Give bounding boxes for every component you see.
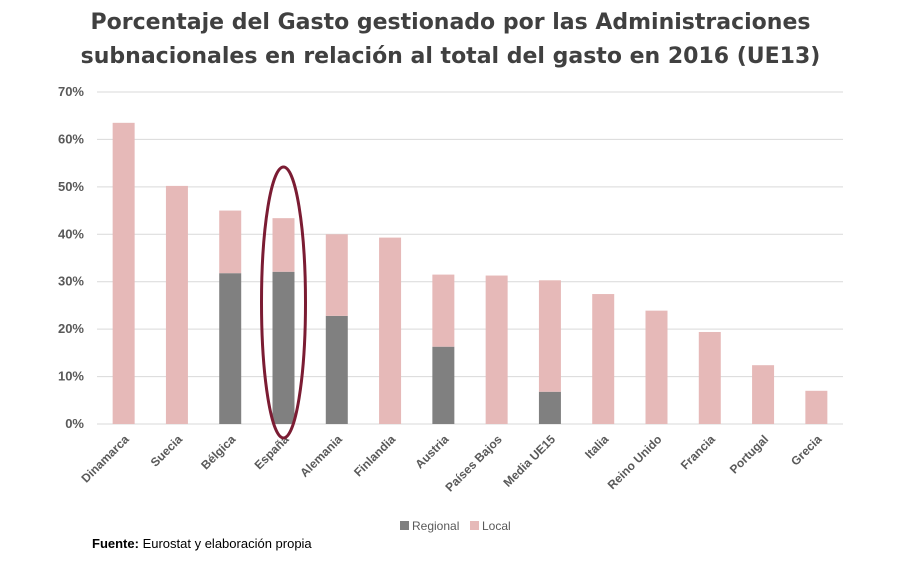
y-tick-label: 0% (65, 416, 84, 431)
legend-label-local: Local (482, 519, 511, 533)
y-tick-label: 50% (58, 179, 84, 194)
x-tick-label: Dinamarca (78, 432, 132, 486)
bar-regional-2 (219, 273, 242, 424)
y-axis-ticks: 0% 10% 20% 30% 40% 50% 60% 70% (58, 84, 84, 431)
y-tick-label: 40% (58, 226, 84, 241)
x-tick-label: Finlandia (351, 432, 398, 479)
y-tick-label: 20% (58, 321, 84, 336)
bar-local-5 (379, 237, 402, 424)
bar-local-13 (805, 390, 828, 424)
legend-label-regional: Regional (412, 519, 459, 533)
x-tick-label: Suecia (148, 432, 185, 469)
highlight-ellipse (260, 165, 307, 440)
legend: Regional Local (400, 519, 511, 533)
bar-regional-3 (272, 271, 295, 424)
bars (112, 122, 828, 424)
chart-title-line-1: Porcentaje del Gasto gestionado por las … (90, 10, 811, 35)
source-text: Eurostat y elaboración propia (138, 536, 312, 551)
bar-local-10 (645, 310, 668, 424)
bar-local-12 (752, 365, 775, 424)
bar-local-4 (325, 234, 348, 316)
bar-regional-8 (538, 391, 561, 424)
highlight (260, 165, 307, 440)
x-tick-label: Italia (582, 432, 611, 461)
bar-local-3 (272, 218, 295, 272)
gridlines (97, 91, 843, 425)
y-tick-label: 10% (58, 369, 84, 384)
bar-local-2 (219, 210, 242, 274)
source-note: Fuente: Eurostat y elaboración propia (92, 536, 312, 551)
x-tick-label: Grecia (788, 432, 825, 469)
legend-swatch-regional (400, 521, 409, 530)
x-tick-label: Portugal (727, 432, 771, 476)
x-axis-ticks: Dinamarca Suecia Bélgica España Alemania Finl… (78, 432, 824, 494)
x-tick-label: Alemania (297, 432, 345, 480)
legend-swatch-local (470, 521, 479, 530)
bar-local-7 (485, 275, 508, 424)
bar-local-6 (432, 274, 455, 347)
bar-regional-6 (432, 346, 455, 424)
y-tick-label: 60% (58, 131, 84, 146)
bar-regional-4 (325, 315, 348, 424)
bar-local-9 (592, 294, 615, 424)
bar-local-11 (698, 331, 721, 424)
bar-local-1 (165, 185, 188, 424)
chart-title-line-2: subnacionales en relación al total del g… (80, 44, 821, 69)
chart-title: Porcentaje del Gasto gestionado por las … (0, 6, 901, 74)
y-tick-label: 30% (58, 274, 84, 289)
x-tick-label: Bélgica (198, 432, 238, 472)
x-tick-label: Francia (678, 432, 718, 472)
x-tick-label: Media UE15 (501, 432, 559, 490)
bar-local-8 (538, 280, 561, 392)
x-tick-label: Reino Unido (605, 432, 665, 492)
bar-local-0 (112, 122, 135, 424)
x-tick-label: Austria (412, 432, 451, 471)
x-tick-label: Países Bajos (443, 432, 505, 494)
y-tick-label: 70% (58, 84, 84, 99)
source-label: Fuente: (92, 536, 139, 551)
